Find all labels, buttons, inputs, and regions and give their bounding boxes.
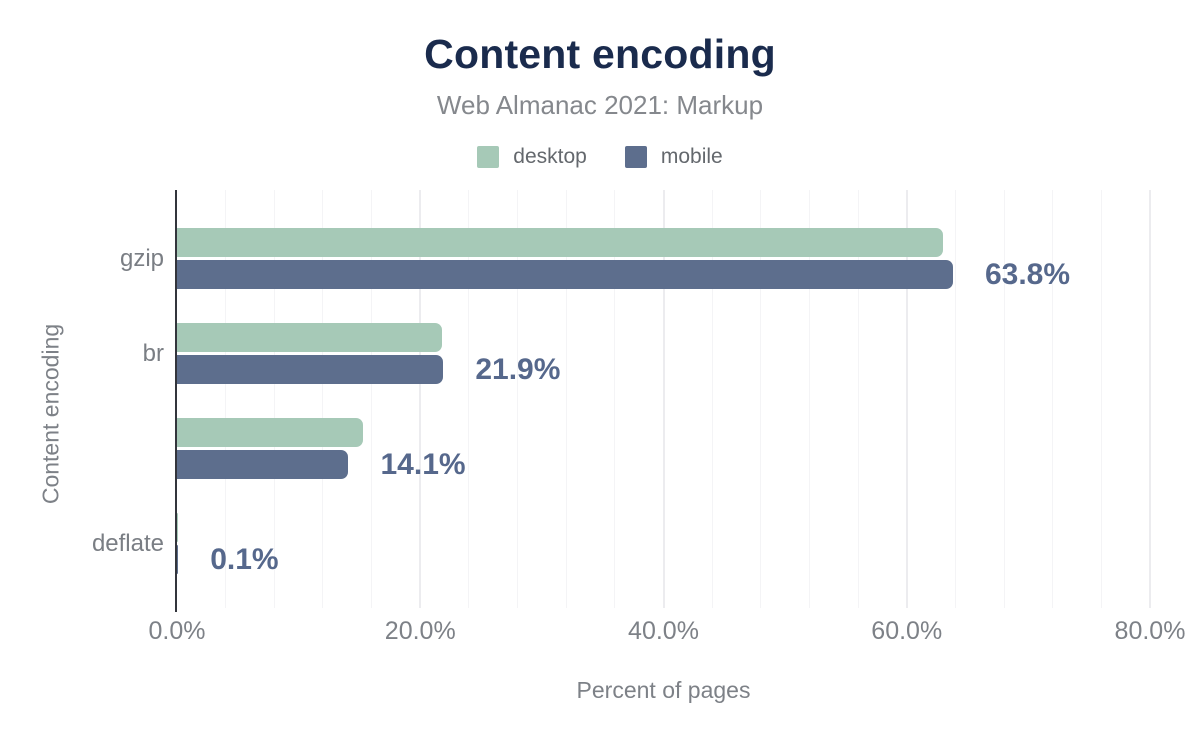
chart-title: Content encoding — [424, 31, 776, 77]
bar-mobile-br — [177, 355, 444, 384]
minor-gridline — [1052, 190, 1054, 608]
legend: desktop mobile — [0, 145, 1200, 169]
minor-gridline — [468, 190, 470, 608]
mobile-swatch-icon — [624, 146, 647, 168]
legend-label-desktop: desktop — [513, 145, 587, 168]
legend-item-desktop: desktop — [477, 145, 587, 169]
bar-mobile-deflate — [177, 545, 179, 574]
minor-gridline — [760, 190, 762, 608]
major-gridline — [662, 190, 665, 608]
major-gridline — [1149, 190, 1151, 608]
minor-gridline — [1100, 190, 1102, 608]
bar-desktop-deflate — [177, 513, 179, 542]
category-label-deflate: deflate — [91, 529, 164, 557]
x-tick-80: 80.0% — [1114, 617, 1186, 645]
y-axis-line — [175, 190, 177, 612]
x-tick-40: 40.0% — [628, 617, 699, 645]
minor-gridline — [1003, 190, 1005, 608]
chart-subtitle: Web Almanac 2021: Markup — [436, 90, 764, 120]
minor-gridline — [273, 190, 275, 608]
bar-desktop-gzip — [177, 228, 944, 257]
minor-gridline — [371, 190, 373, 608]
bar-desktop-br — [177, 323, 443, 352]
x-tick-20: 20.0% — [384, 617, 456, 645]
x-tick-0: 0.0% — [148, 617, 206, 645]
plot-area: gzip 63.8% br 21.9% 14.1% deflate 0.1% — [92, 190, 1151, 612]
minor-gridline — [517, 190, 519, 608]
value-label-deflate: 0.1% — [210, 543, 279, 576]
x-axis-title: Percent of pages — [576, 677, 751, 703]
minor-gridline — [857, 190, 859, 608]
desktop-swatch-icon — [477, 146, 500, 168]
major-gridline — [419, 190, 422, 608]
minor-gridline — [954, 190, 956, 608]
y-axis-title: Content encoding — [37, 323, 64, 505]
minor-gridline — [565, 190, 567, 608]
minor-gridline — [614, 190, 616, 608]
bar-mobile-gzip — [177, 260, 953, 289]
minor-gridline — [711, 190, 713, 608]
category-label-gzip: gzip — [119, 244, 164, 272]
bar-desktop-empty — [177, 418, 364, 447]
category-label-br: br — [142, 339, 164, 367]
minor-gridline — [808, 190, 810, 608]
x-tick-60: 60.0% — [871, 617, 943, 645]
minor-gridline — [322, 190, 324, 608]
value-label-br: 21.9% — [475, 353, 561, 386]
legend-label-mobile: mobile — [660, 145, 723, 168]
value-label-empty: 14.1% — [380, 448, 466, 481]
major-gridline — [905, 190, 908, 608]
minor-gridline — [225, 190, 227, 608]
value-label-gzip: 63.8% — [984, 258, 1071, 291]
legend-item-mobile: mobile — [624, 145, 723, 169]
x-axis-ticks: 0.0% 20.0% 40.0% 60.0% 80.0% — [149, 617, 1186, 649]
bar-mobile-empty — [177, 450, 349, 479]
